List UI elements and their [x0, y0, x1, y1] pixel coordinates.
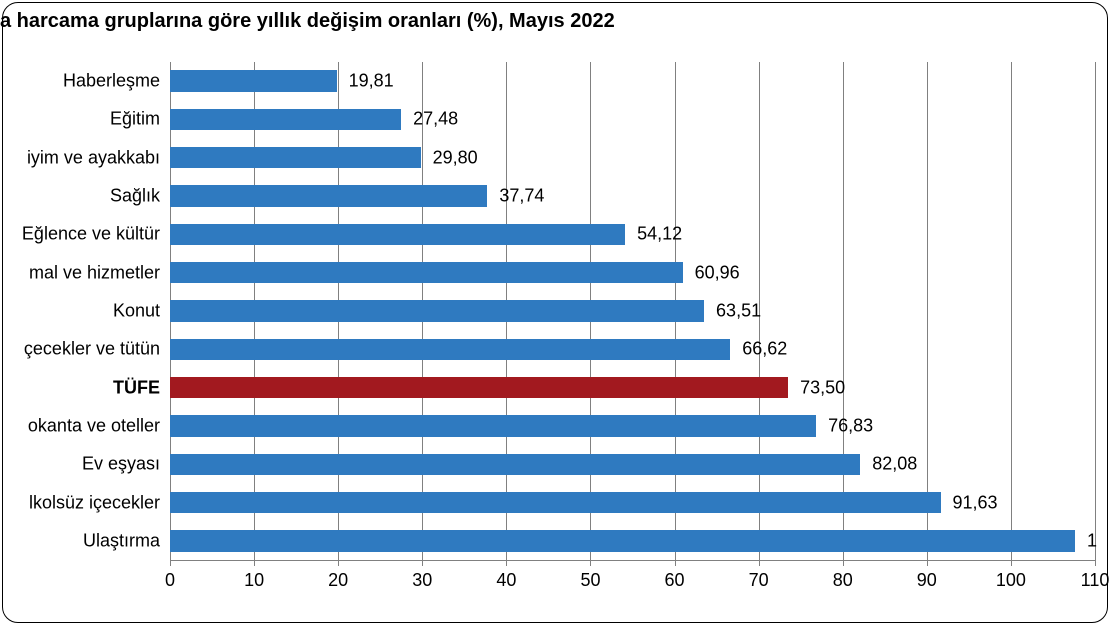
x-tick-label: 60 — [665, 570, 685, 591]
chart-title: a harcama gruplarına göre yıllık değişim… — [0, 10, 615, 33]
bar — [170, 185, 487, 206]
bar — [170, 492, 941, 513]
category-label: lkolsüz içecekler — [29, 492, 160, 513]
bar-value-label: 73,50 — [800, 377, 845, 398]
x-tick-label: 30 — [412, 570, 432, 591]
x-tick-label: 40 — [496, 570, 516, 591]
x-axis-line — [170, 560, 1095, 561]
gridline — [1095, 62, 1096, 560]
x-tick-label: 90 — [917, 570, 937, 591]
bar — [170, 454, 860, 475]
x-tick-label: 80 — [833, 570, 853, 591]
bar — [170, 147, 421, 168]
bar — [170, 300, 704, 321]
x-tick-mark — [1095, 560, 1096, 566]
bar-value-label: 54,12 — [637, 224, 682, 245]
category-label: Eğlence ve kültür — [22, 224, 160, 245]
category-label: Konut — [113, 301, 160, 322]
chart-container: a harcama gruplarına göre yıllık değişim… — [0, 0, 1110, 625]
bar — [170, 262, 683, 283]
category-label: iyim ve ayakkabı — [27, 147, 160, 168]
bar — [170, 109, 401, 130]
x-tick-label: 70 — [749, 570, 769, 591]
bar-value-label: 66,62 — [742, 339, 787, 360]
x-tick-label: 0 — [165, 570, 175, 591]
x-tick-label: 110 — [1081, 570, 1110, 591]
category-label: Sağlık — [110, 186, 160, 207]
gridline — [1011, 62, 1012, 560]
bar-value-label: 19,81 — [349, 71, 394, 92]
bar-value-label: 91,63 — [953, 492, 998, 513]
category-label: TÜFE — [113, 377, 160, 398]
bar — [170, 339, 730, 360]
category-label: Ulaştırma — [83, 530, 160, 551]
bar-value-label: 63,51 — [716, 301, 761, 322]
x-tick-label: 20 — [328, 570, 348, 591]
bar-value-label: 37,74 — [499, 186, 544, 207]
bar-value-label: 76,83 — [828, 415, 873, 436]
bar-value-label: 1 — [1087, 530, 1097, 551]
gridline — [927, 62, 928, 560]
bar-value-label: 27,48 — [413, 109, 458, 130]
bar-value-label: 29,80 — [433, 147, 478, 168]
category-label: Eğitim — [110, 109, 160, 130]
category-label: Haberleşme — [63, 71, 160, 92]
bar — [170, 70, 337, 91]
category-label: çecekler ve tütün — [24, 339, 160, 360]
x-tick-label: 10 — [244, 570, 264, 591]
bar — [170, 415, 816, 436]
bar-value-label: 82,08 — [872, 454, 917, 475]
x-tick-label: 50 — [580, 570, 600, 591]
bar-highlight — [170, 377, 788, 398]
bar-value-label: 60,96 — [695, 262, 740, 283]
x-tick-label: 100 — [996, 570, 1026, 591]
bar — [170, 530, 1075, 551]
gridline — [843, 62, 844, 560]
category-label: okanta ve oteller — [28, 415, 160, 436]
category-label: mal ve hizmetler — [29, 262, 160, 283]
plot-area: 010203040506070809010011019,8127,4829,80… — [170, 62, 1095, 560]
category-label: Ev eşyası — [82, 454, 160, 475]
bar — [170, 224, 625, 245]
